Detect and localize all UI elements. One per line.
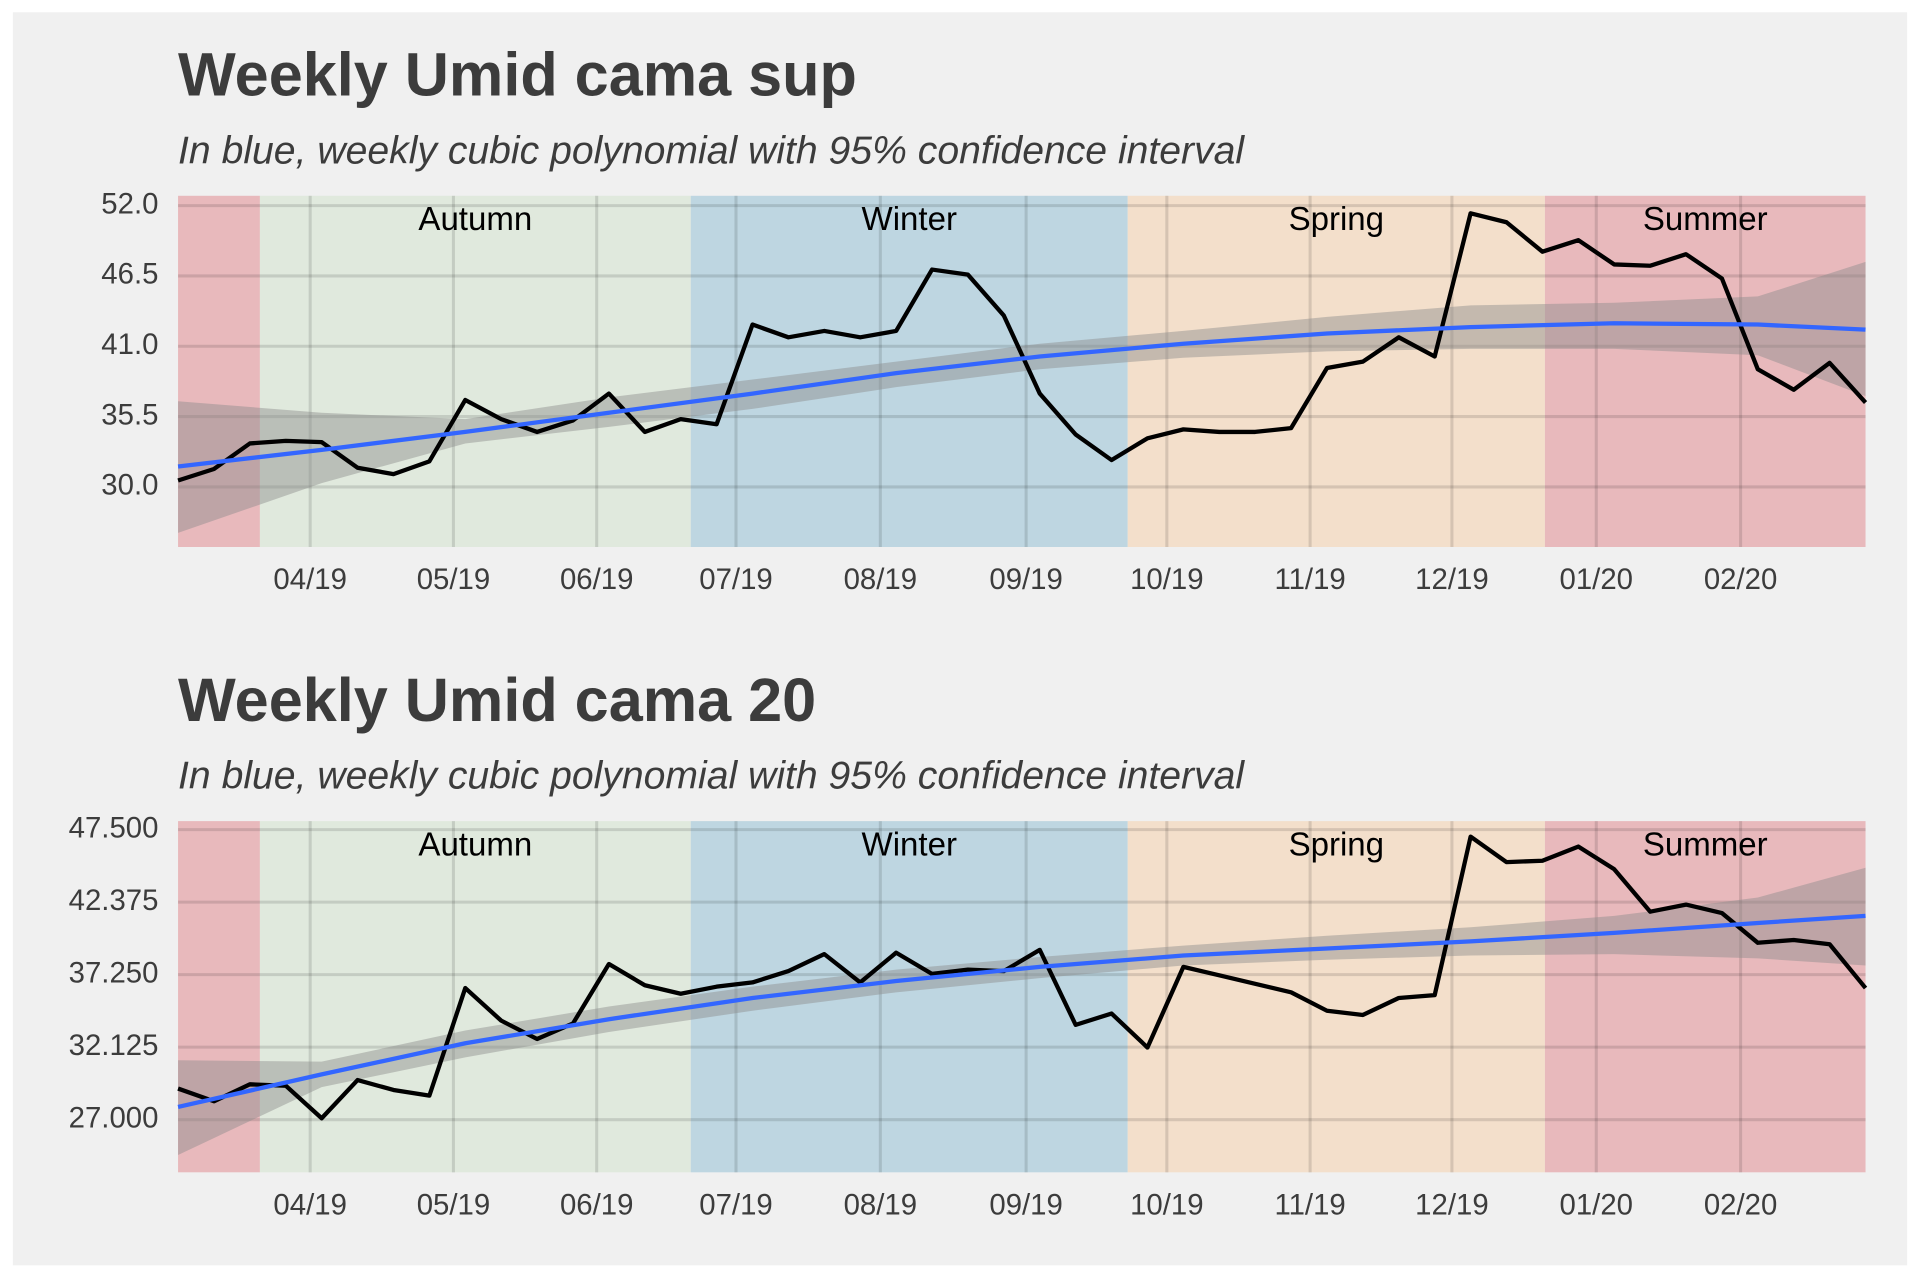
y-tick-label: 52.0 bbox=[101, 187, 158, 220]
y-tick-label: 37.250 bbox=[69, 956, 159, 989]
fit-line bbox=[177, 913, 1866, 1110]
season-band bbox=[1544, 821, 1866, 1173]
y-tick-label: 35.5 bbox=[101, 398, 158, 431]
x-tick-label: 04/19 bbox=[273, 1188, 346, 1221]
season-label: Spring bbox=[1289, 827, 1384, 864]
season-band bbox=[178, 821, 260, 1173]
y-tick-label: 30.0 bbox=[101, 469, 158, 502]
x-tick-label: 09/19 bbox=[989, 563, 1062, 596]
panel: Weekly Umid cama 20 In blue, weekly cubic… bbox=[69, 666, 1868, 1221]
x-tick-label: 08/19 bbox=[844, 563, 917, 596]
season-label: Summer bbox=[1643, 827, 1768, 864]
x-tick-label: 10/19 bbox=[1130, 1188, 1203, 1221]
season-label: Winter bbox=[862, 201, 957, 238]
season-label: Winter bbox=[862, 827, 957, 864]
x-tick-label: 05/19 bbox=[417, 563, 490, 596]
panel: Weekly Umid cama sup In blue, weekly cubi… bbox=[101, 41, 1868, 596]
y-tick-label: 27.000 bbox=[69, 1101, 159, 1134]
data-line bbox=[177, 211, 1868, 483]
x-tick-label: 11/19 bbox=[1274, 563, 1345, 596]
chart-title: Weekly Umid cama sup bbox=[178, 41, 857, 109]
x-tick-label: 12/19 bbox=[1415, 1188, 1488, 1221]
x-tick-label: 06/19 bbox=[560, 1188, 633, 1221]
season-label: Summer bbox=[1643, 201, 1768, 238]
season-band bbox=[259, 195, 691, 547]
y-tick-label: 47.500 bbox=[69, 811, 159, 844]
x-tick-label: 07/19 bbox=[699, 1188, 772, 1221]
season-band bbox=[1127, 821, 1545, 1173]
x-tick-label: 06/19 bbox=[560, 563, 633, 596]
x-tick-label: 09/19 bbox=[989, 1188, 1062, 1221]
season-label: Autumn bbox=[418, 827, 532, 864]
season-band bbox=[178, 195, 260, 547]
x-tick-label: 02/20 bbox=[1704, 563, 1777, 596]
fit-line bbox=[177, 321, 1866, 469]
x-tick-label: 01/20 bbox=[1560, 1188, 1633, 1221]
y-tick-label: 32.125 bbox=[69, 1029, 159, 1062]
y-tick-label: 46.5 bbox=[101, 258, 158, 291]
y-tick-label: 41.0 bbox=[101, 328, 158, 361]
x-tick-label: 05/19 bbox=[417, 1188, 490, 1221]
chart-subtitle: In blue, weekly cubic polynomial with 95… bbox=[178, 755, 1245, 798]
x-tick-label: 11/19 bbox=[1274, 1188, 1345, 1221]
chart-title: Weekly Umid cama 20 bbox=[178, 666, 816, 734]
season-label: Spring bbox=[1289, 201, 1384, 238]
x-tick-label: 07/19 bbox=[699, 563, 772, 596]
x-tick-label: 01/20 bbox=[1560, 563, 1633, 596]
x-tick-label: 04/19 bbox=[273, 563, 346, 596]
x-tick-label: 12/19 bbox=[1415, 563, 1488, 596]
x-tick-label: 02/20 bbox=[1704, 1188, 1777, 1221]
x-tick-label: 08/19 bbox=[844, 1188, 917, 1221]
confidence-band bbox=[178, 867, 1866, 1156]
season-band bbox=[1127, 195, 1545, 547]
x-tick-label: 10/19 bbox=[1130, 563, 1203, 596]
season-label: Autumn bbox=[418, 201, 532, 238]
y-tick-label: 42.375 bbox=[69, 884, 159, 917]
chart-subtitle: In blue, weekly cubic polynomial with 95… bbox=[178, 129, 1245, 172]
data-line bbox=[177, 834, 1868, 1121]
